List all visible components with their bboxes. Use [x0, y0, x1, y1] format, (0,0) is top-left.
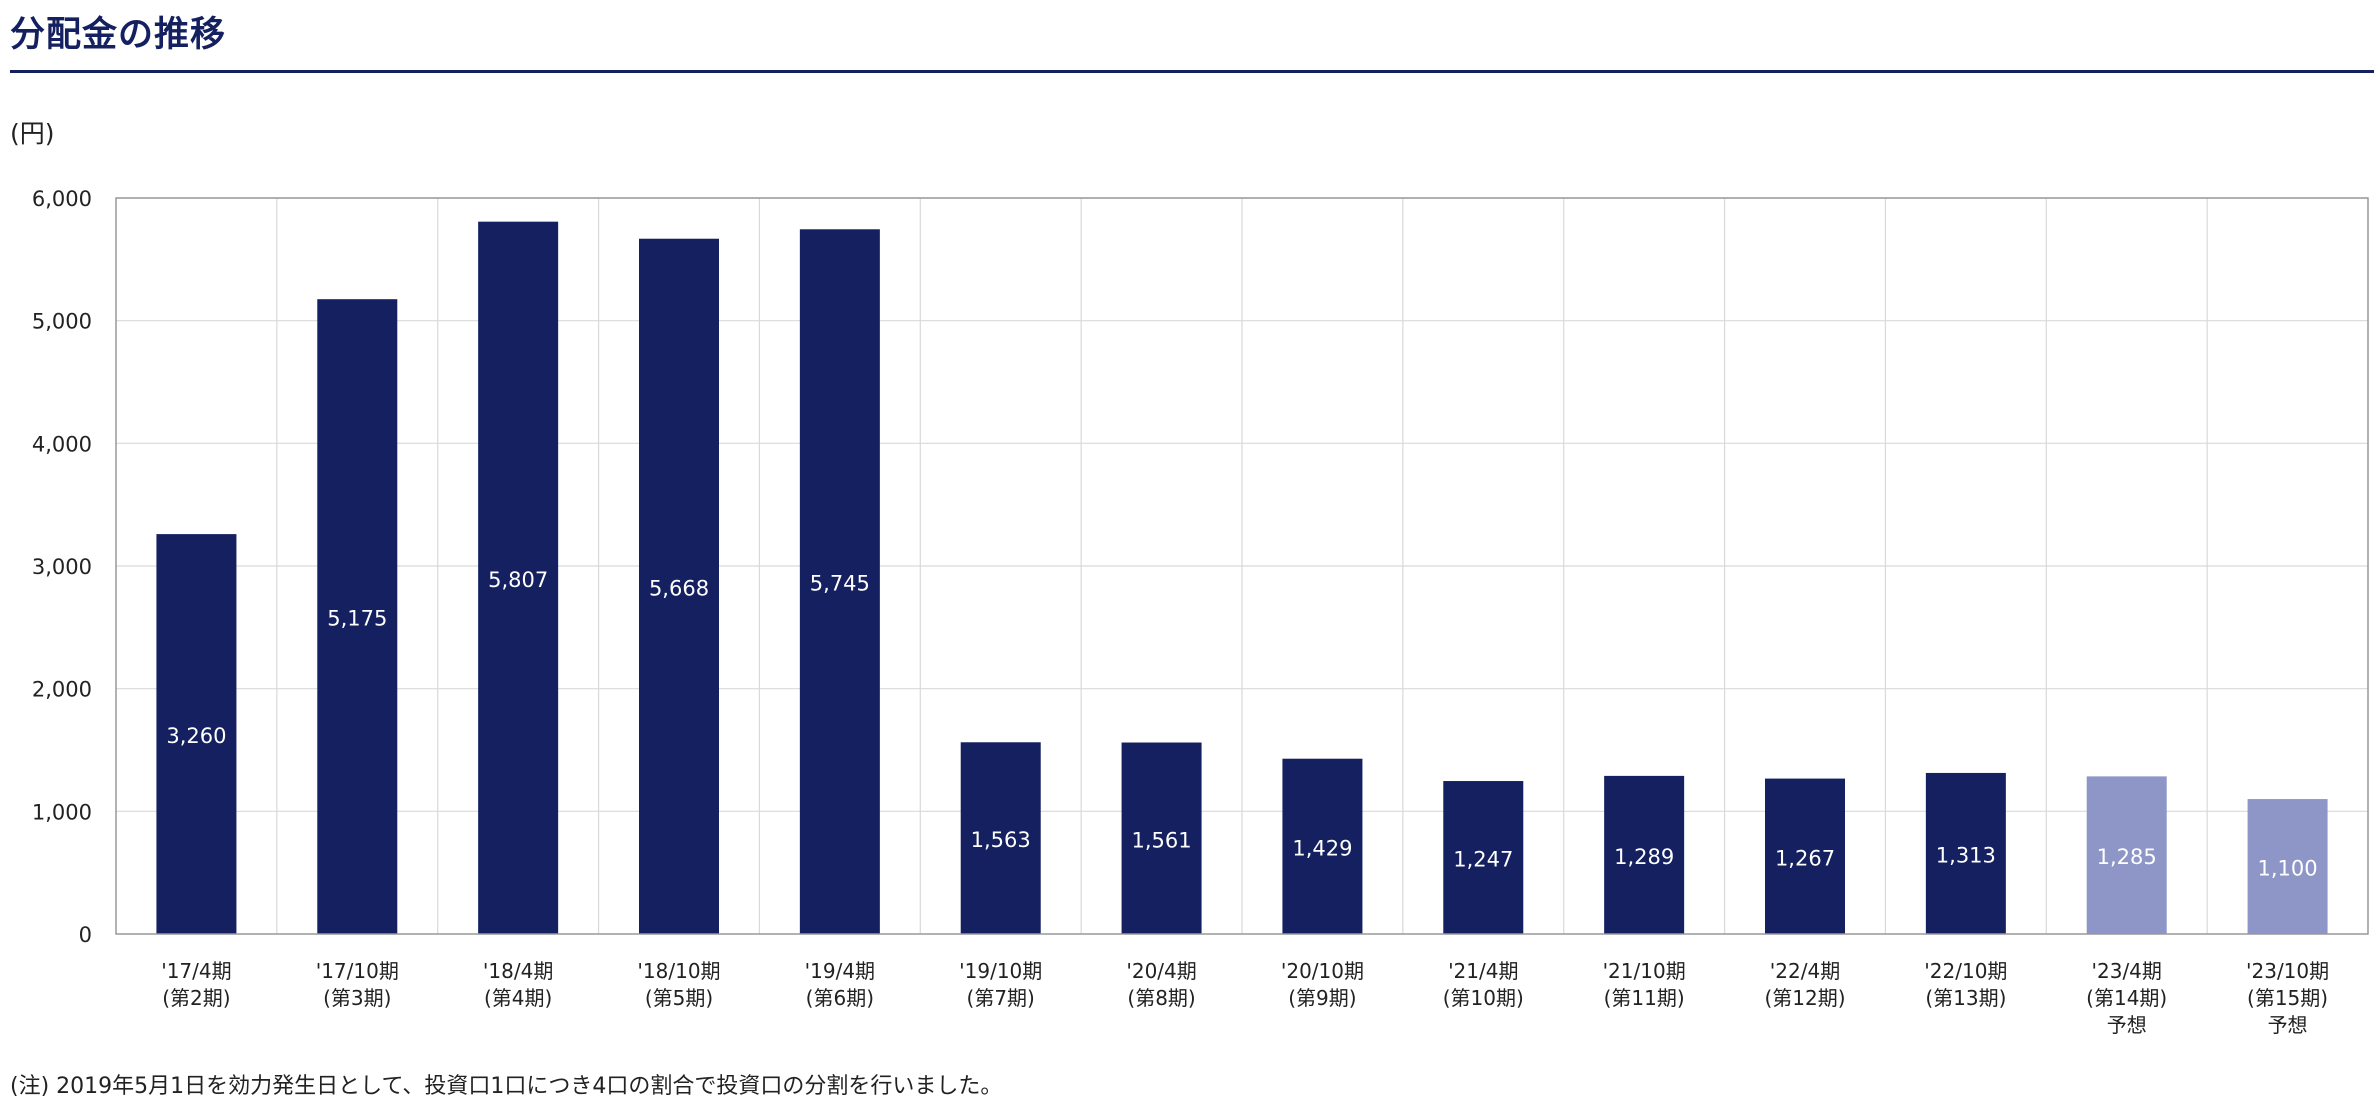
- distribution-bar: [156, 534, 237, 934]
- axis-layer: 0 1,000 2,000 3,000 4,000 5,000 6,000 '17/4期 (第2…: [32, 187, 2369, 1037]
- x-tick-label: (第7期): [967, 986, 1035, 1010]
- x-tick-label: '21/4期: [1448, 959, 1518, 983]
- x-tick-label: '20/4期: [1126, 959, 1196, 983]
- x-tick-label: (第12期): [1764, 986, 1845, 1010]
- forecast-bar: [2086, 776, 2167, 934]
- x-tick-label: '20/10期: [1281, 959, 1364, 983]
- bar-value-label: 1,561: [1132, 828, 1192, 852]
- distribution-bar: [317, 299, 398, 934]
- x-tick-label: (第9期): [1288, 986, 1356, 1010]
- y-tick-label: 5,000: [32, 310, 92, 334]
- bar-value-label: 1,100: [2258, 857, 2318, 881]
- x-tick-label: '17/4期: [161, 959, 231, 983]
- bars-layer: [156, 221, 2328, 934]
- distribution-bar: [1121, 742, 1202, 934]
- distribution-bar: [639, 238, 719, 934]
- x-tick-label: '23/4期: [2092, 959, 2162, 983]
- y-tick-label: 4,000: [32, 432, 92, 456]
- x-tick-label: '18/10期: [637, 959, 720, 983]
- distribution-bar: [1282, 758, 1363, 934]
- distribution-bar: [960, 742, 1041, 934]
- x-tick-label: (第4期): [484, 986, 552, 1010]
- x-tick-label: (第6期): [806, 986, 874, 1010]
- x-tick-label: (第10期): [1443, 986, 1524, 1010]
- distribution-bar: [1765, 778, 1845, 934]
- x-tick-label: '19/4期: [805, 959, 875, 983]
- x-tick-label: '21/10期: [1603, 959, 1686, 983]
- plot-frame: [115, 197, 2369, 935]
- grid-layer: [116, 197, 2368, 934]
- page-title: 分配金の推移: [10, 15, 227, 55]
- distribution-bar: [1925, 772, 2006, 934]
- bar-value-label: 1,285: [2097, 845, 2157, 869]
- x-tick-label: (第8期): [1127, 986, 1195, 1010]
- bar-value-label: 5,745: [810, 572, 870, 596]
- forecast-bar: [2247, 799, 2328, 934]
- y-tick-label: 2,000: [32, 678, 92, 702]
- y-tick-label: 3,000: [32, 555, 92, 579]
- x-tick-label: '19/10期: [959, 959, 1042, 983]
- y-tick-label: 1,000: [32, 800, 92, 824]
- distribution-bar: [478, 221, 559, 934]
- x-tick-label: (第5期): [645, 986, 713, 1010]
- x-tick-label: '18/4期: [483, 959, 553, 983]
- x-tick-label: (第13期): [1925, 986, 2006, 1010]
- bar-value-label: 3,260: [166, 724, 226, 748]
- x-tick-label: (第14期): [2086, 986, 2167, 1010]
- x-tick-label: '22/10期: [1924, 959, 2007, 983]
- x-tick-label: (第11期): [1604, 986, 1685, 1010]
- bar-value-label: 1,247: [1453, 848, 1513, 872]
- bar-value-label: 1,313: [1936, 843, 1996, 867]
- x-tick-label: (第2期): [162, 986, 230, 1010]
- distribution-bar: [1604, 775, 1685, 934]
- bar-value-label: 1,267: [1775, 846, 1835, 870]
- x-tick-label: '22/4期: [1770, 959, 1840, 983]
- x-tick-label: (第15期): [2247, 986, 2328, 1010]
- labels-layer: 3,260 5,175 5,807 5,668 5,745 1,563 1,561 1,429…: [166, 568, 2317, 881]
- x-tick-label: '23/10期: [2246, 959, 2329, 983]
- footnote: (注) 2019年5月1日を効力発生日として、投資口1口につき4口の割合で投資口…: [10, 1074, 1003, 1099]
- x-tick-label: '17/10期: [316, 959, 399, 983]
- bar-value-label: 5,668: [649, 576, 709, 600]
- bar-value-label: 1,429: [1292, 836, 1352, 860]
- distribution-chart: (円) 3,260 5,175 5,807 5,668 5,745 1,563 1,561 1…: [10, 119, 2369, 1037]
- y-tick-label: 6,000: [32, 187, 92, 211]
- y-axis-unit-label: (円): [10, 119, 55, 148]
- x-tick-label: 予想: [2268, 1013, 2308, 1037]
- bar-value-label: 5,807: [488, 568, 548, 592]
- distribution-bar: [799, 229, 880, 934]
- bar-value-label: 1,289: [1614, 845, 1674, 869]
- distribution-bar: [1443, 781, 1524, 934]
- x-tick-label: (第3期): [323, 986, 391, 1010]
- bar-value-label: 5,175: [327, 607, 387, 631]
- x-tick-label: 予想: [2107, 1013, 2147, 1037]
- y-tick-label: 0: [79, 923, 92, 947]
- bar-value-label: 1,563: [971, 828, 1031, 852]
- title-divider: [10, 70, 2374, 73]
